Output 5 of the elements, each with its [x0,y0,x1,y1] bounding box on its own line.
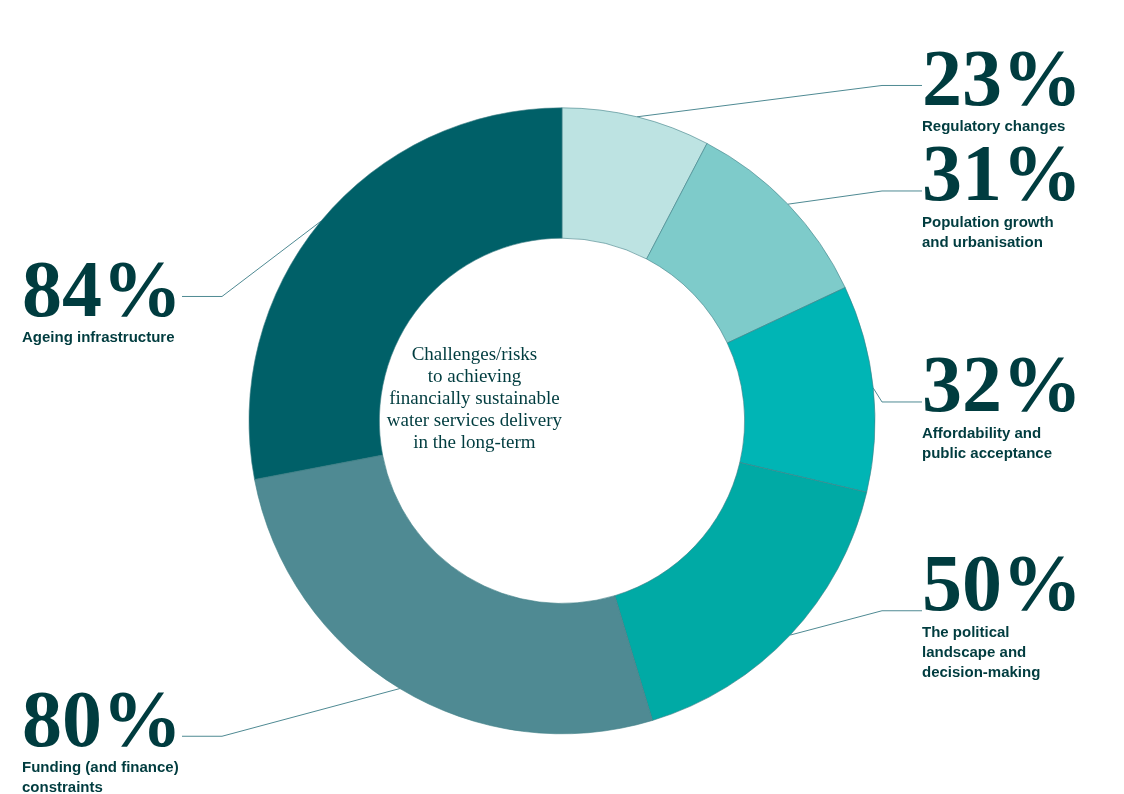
slice-label: Ageing infrastructure [22,328,175,346]
slice-label: Population growth and urbanisation [922,212,1054,250]
text: Challenges/risks to achieving financially sustainable water services delivery in the long-term [386,342,563,452]
slice-label: Funding (and finance) constraints [22,758,179,794]
slice-label: Affordability and public acceptance [922,423,1053,461]
